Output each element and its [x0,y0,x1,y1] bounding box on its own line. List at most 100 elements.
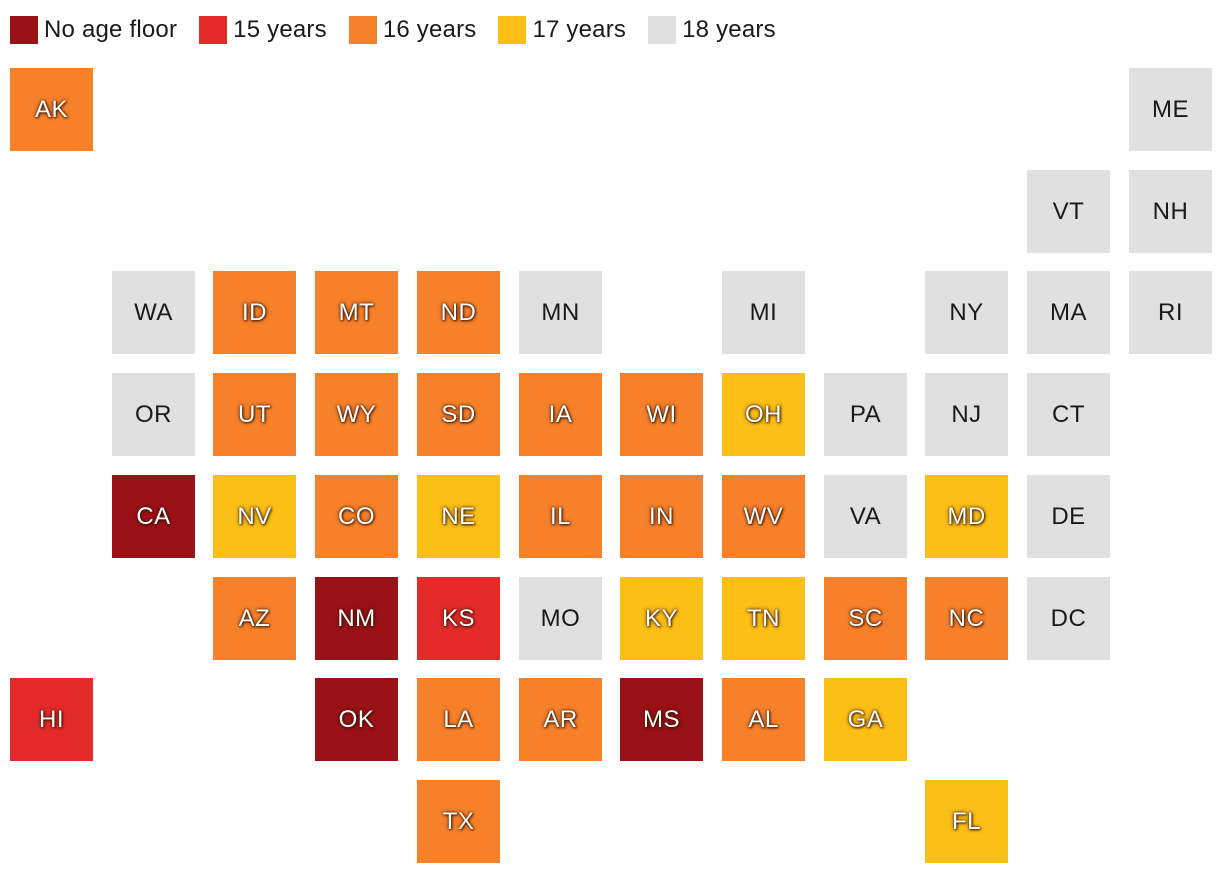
state-label: GA [847,705,884,733]
state-label: NM [337,604,376,632]
legend-label: No age floor [44,16,178,43]
state-label: PA [849,400,882,428]
state-tile-wy: WY [315,373,398,456]
state-label: AK [34,95,68,123]
state-tile-de: DE [1027,475,1110,558]
state-label: OH [745,400,782,428]
state-label: IL [549,502,571,530]
state-label: WV [743,502,784,530]
state-tile-ne: NE [417,475,500,558]
legend-label: 17 years [532,16,627,43]
state-tile-ca: CA [112,475,195,558]
state-label: KY [644,604,678,632]
state-tile-va: VA [824,475,907,558]
state-label: NE [441,502,476,530]
legend: No age floor 15 years 16 years 17 years 18 y… [10,14,798,46]
legend-label: 18 years [682,16,776,43]
state-tile-wv: WV [722,475,805,558]
state-tile-ok: OK [315,678,398,761]
state-tile-il: IL [519,475,602,558]
state-tile-pa: PA [824,373,907,456]
state-label: ND [440,298,477,326]
state-label: OK [338,705,375,733]
state-tile-dc: DC [1027,577,1110,660]
state-tile-mt: MT [315,271,398,354]
state-label: NV [237,502,272,530]
state-tile-mo: MO [519,577,602,660]
legend-swatch [199,16,228,44]
legend-item-18: 18 years [648,16,776,44]
state-tile-ks: KS [417,577,500,660]
state-label: CO [338,502,375,530]
state-tile-ma: MA [1027,271,1110,354]
state-tile-nd: ND [417,271,500,354]
state-tile-wa: WA [112,271,195,354]
state-label: RI [1158,298,1183,326]
state-label: SC [848,604,883,632]
state-tile-vt: VT [1027,170,1110,253]
state-label: WY [336,400,377,428]
state-label: UT [238,400,271,428]
state-tile-sd: SD [417,373,500,456]
state-tile-mi: MI [722,271,805,354]
legend-swatch [648,16,677,44]
state-tile-ny: NY [925,271,1008,354]
state-tile-nh: NH [1129,170,1212,253]
state-label: MA [1050,298,1087,326]
state-tile-me: ME [1129,68,1212,151]
state-label: AZ [238,604,271,632]
state-label: SD [441,400,476,428]
state-tile-az: AZ [213,577,296,660]
state-label: MT [338,298,375,326]
state-label: DE [1051,502,1086,530]
state-tile-md: MD [925,475,1008,558]
state-tile-al: AL [722,678,805,761]
state-tile-ky: KY [620,577,703,660]
state-tile-la: LA [417,678,500,761]
state-tile-wi: WI [620,373,703,456]
state-tile-fl: FL [925,780,1008,863]
state-label: VA [849,502,882,530]
state-label: MD [947,502,986,530]
state-tile-ms: MS [620,678,703,761]
legend-swatch [10,16,38,44]
legend-label: 16 years [382,16,477,43]
state-label: MS [643,705,680,733]
state-tile-ga: GA [824,678,907,761]
state-label: CT [1052,400,1085,428]
legend-item-15: 15 years [199,16,327,44]
state-label: TX [442,807,475,835]
state-label: NY [949,298,984,326]
state-tile-oh: OH [722,373,805,456]
state-tile-ri: RI [1129,271,1212,354]
legend-item-17: 17 years [498,16,626,44]
state-label: TN [747,604,780,632]
legend-swatch [498,16,527,44]
state-label: NJ [951,400,982,428]
state-label: ME [1152,95,1189,123]
state-tile-nm: NM [315,577,398,660]
state-label: NC [948,604,985,632]
legend-item-16: 16 years [348,16,477,44]
state-label: AL [748,705,779,733]
state-tile-nv: NV [213,475,296,558]
state-tile-sc: SC [824,577,907,660]
state-tile-hi: HI [10,678,93,761]
state-tile-ar: AR [519,678,602,761]
state-tile-ct: CT [1027,373,1110,456]
state-tile-tx: TX [417,780,500,863]
state-tile-ak: AK [10,68,93,151]
state-tile-id: ID [213,271,296,354]
state-tile-tn: TN [722,577,805,660]
state-label: OR [135,400,172,428]
state-tile-mn: MN [519,271,602,354]
state-label: NH [1152,197,1189,225]
state-label: CA [136,502,171,530]
state-label: MN [541,298,580,326]
state-label: IA [548,400,573,428]
legend-label: 15 years [233,16,327,43]
state-tile-nc: NC [925,577,1008,660]
state-label: ID [242,298,267,326]
state-tile-nj: NJ [925,373,1008,456]
